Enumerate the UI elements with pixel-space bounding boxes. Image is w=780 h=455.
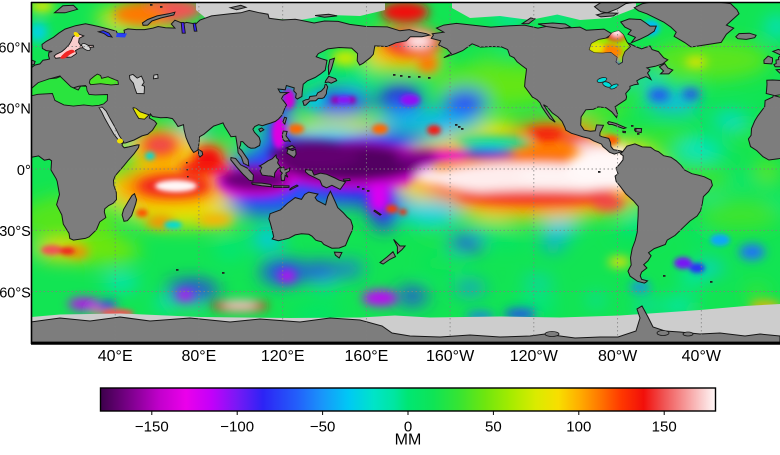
svg-text:120°E: 120°E <box>261 348 305 365</box>
svg-text:−50: −50 <box>310 419 335 436</box>
svg-text:80°E: 80°E <box>181 348 216 365</box>
svg-text:−150: −150 <box>135 419 169 436</box>
svg-text:60°S: 60°S <box>0 285 31 301</box>
svg-text:120°W: 120°W <box>510 348 559 365</box>
svg-text:40°E: 40°E <box>98 348 133 365</box>
svg-text:80°W: 80°W <box>598 348 638 365</box>
svg-text:0°: 0° <box>17 163 31 179</box>
svg-text:160°E: 160°E <box>345 348 389 365</box>
svg-text:MM: MM <box>395 432 422 449</box>
svg-text:40°W: 40°W <box>682 348 722 365</box>
svg-text:100: 100 <box>566 419 591 436</box>
svg-text:50: 50 <box>485 419 502 436</box>
svg-text:30°S: 30°S <box>0 224 31 240</box>
svg-text:60°N: 60°N <box>0 40 31 56</box>
svg-text:−100: −100 <box>220 419 254 436</box>
svg-text:150: 150 <box>652 419 677 436</box>
svg-text:160°W: 160°W <box>426 348 475 365</box>
svg-text:30°N: 30°N <box>0 102 31 118</box>
